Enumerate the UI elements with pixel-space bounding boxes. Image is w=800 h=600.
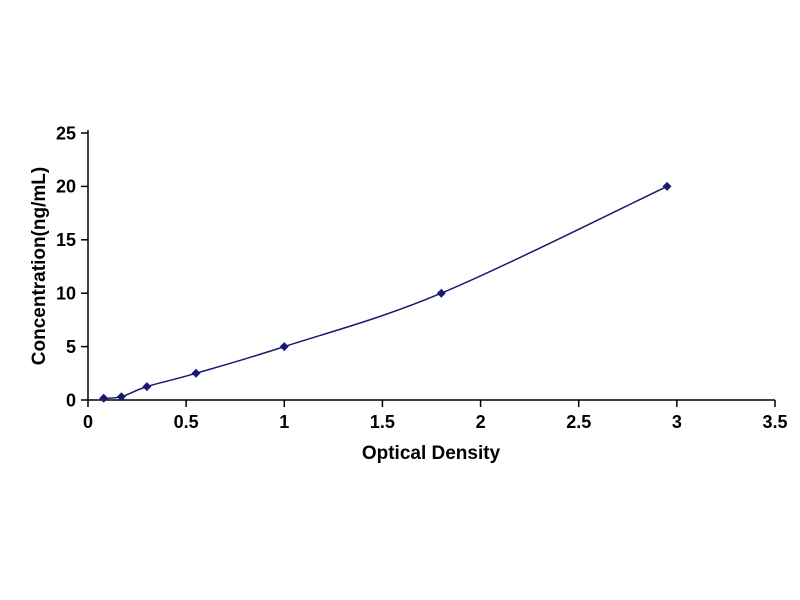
x-tick-label: 1: [279, 412, 289, 432]
data-point-marker: [142, 382, 152, 392]
y-axis-label: Concentration(ng/mL): [29, 166, 50, 366]
x-tick-label: 0: [83, 412, 93, 432]
y-tick-label: 10: [56, 284, 76, 304]
x-tick-label: 0.5: [174, 412, 199, 432]
y-tick-label: 0: [66, 390, 76, 410]
data-point-marker: [191, 368, 201, 378]
y-tick-label: 25: [56, 123, 76, 143]
data-point-marker: [279, 342, 289, 352]
x-tick-label: 2: [476, 412, 486, 432]
y-tick-label: 15: [56, 230, 76, 250]
data-point-marker: [99, 393, 109, 403]
y-tick-label: 20: [56, 177, 76, 197]
x-tick-label: 2.5: [566, 412, 591, 432]
x-tick-label: 3: [672, 412, 682, 432]
x-tick-label: 3.5: [762, 412, 787, 432]
data-point-marker: [662, 181, 672, 191]
data-point-marker: [436, 288, 446, 298]
y-tick-label: 5: [66, 337, 76, 357]
x-axis-label: Optical Density: [361, 443, 501, 464]
x-tick-label: 1.5: [370, 412, 395, 432]
curve-line: [103, 185, 668, 400]
data-point-marker: [116, 392, 126, 402]
